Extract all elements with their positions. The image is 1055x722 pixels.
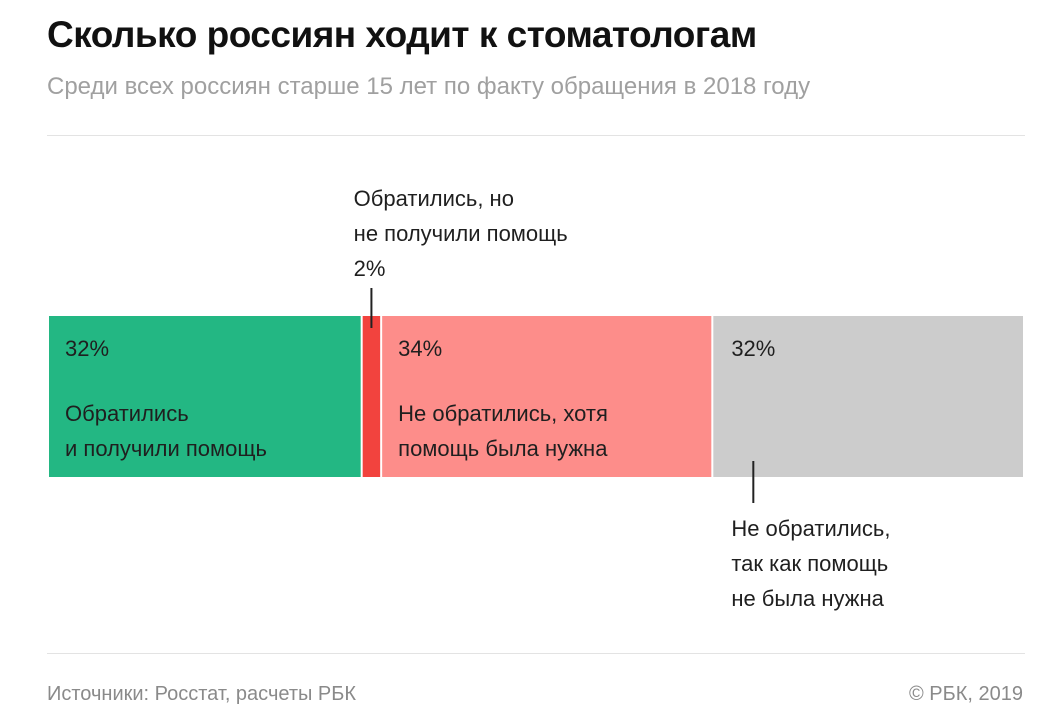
segment-category-label: помощь была нужна	[398, 436, 608, 461]
segment-value-label: 34%	[398, 336, 442, 361]
bar-segment-1	[49, 316, 361, 477]
callout-category-label: не получили помощь	[354, 221, 568, 246]
bar-segment-4	[713, 316, 1023, 477]
segment-value-label: 32%	[65, 336, 109, 361]
bar-segment-3	[382, 316, 712, 477]
callout-value-label: 2%	[354, 256, 386, 281]
segment-value-label: 32%	[731, 336, 775, 361]
footer-copyright: © РБК, 2019	[908, 683, 1023, 705]
callout-category-label: Обратились, но	[354, 186, 514, 211]
segment-category-label: и получили помощь	[65, 436, 267, 461]
segment-category-label: Обратились	[65, 401, 189, 426]
chart-title: Сколько россиян ходит к стоматологам	[47, 14, 757, 55]
segment-category-label: Не обратились, хотя	[398, 401, 608, 426]
chart-subtitle: Среди всех россиян старше 15 лет по факт…	[47, 73, 811, 100]
callout-category-label: Не обратились,	[731, 516, 890, 541]
callout-category-label: так как помощь	[731, 551, 888, 576]
top-divider	[47, 135, 1025, 136]
bar-segment-2	[362, 316, 381, 477]
bottom-divider	[47, 653, 1025, 654]
footer-source: Источники: Росстат, расчеты РБК	[47, 683, 357, 705]
callout-category-label: не была нужна	[731, 586, 884, 611]
